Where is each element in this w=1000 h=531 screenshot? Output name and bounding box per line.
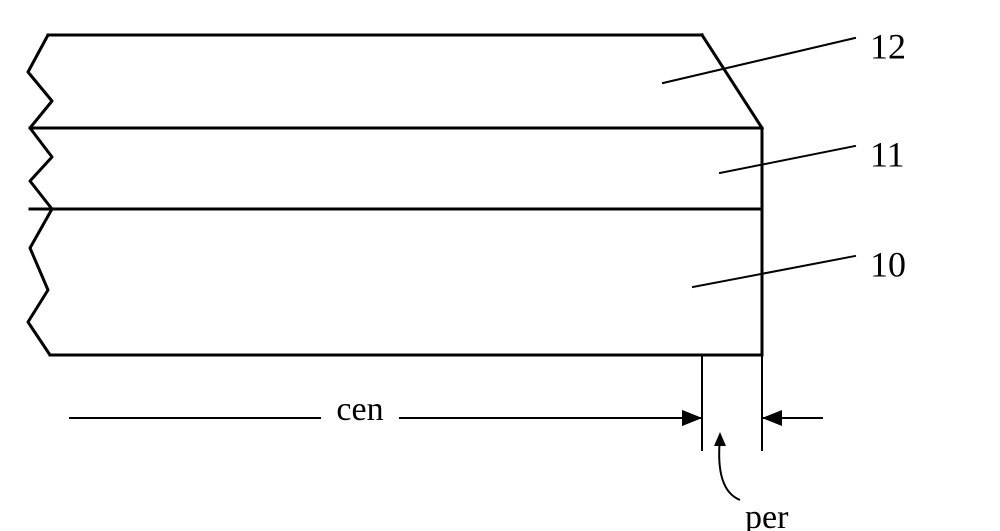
leader-l10 [693, 256, 855, 287]
label-11: 11 [870, 134, 905, 174]
break-line [28, 35, 52, 355]
dim-label-per: per [745, 499, 789, 531]
label-12: 12 [870, 26, 906, 66]
leader-l11 [720, 146, 855, 173]
label-10: 10 [870, 244, 906, 284]
per-callout-curve [719, 438, 740, 500]
layer-top-bevel [702, 35, 762, 128]
dim-label-cen: cen [336, 391, 383, 428]
leader-l12 [663, 38, 855, 83]
